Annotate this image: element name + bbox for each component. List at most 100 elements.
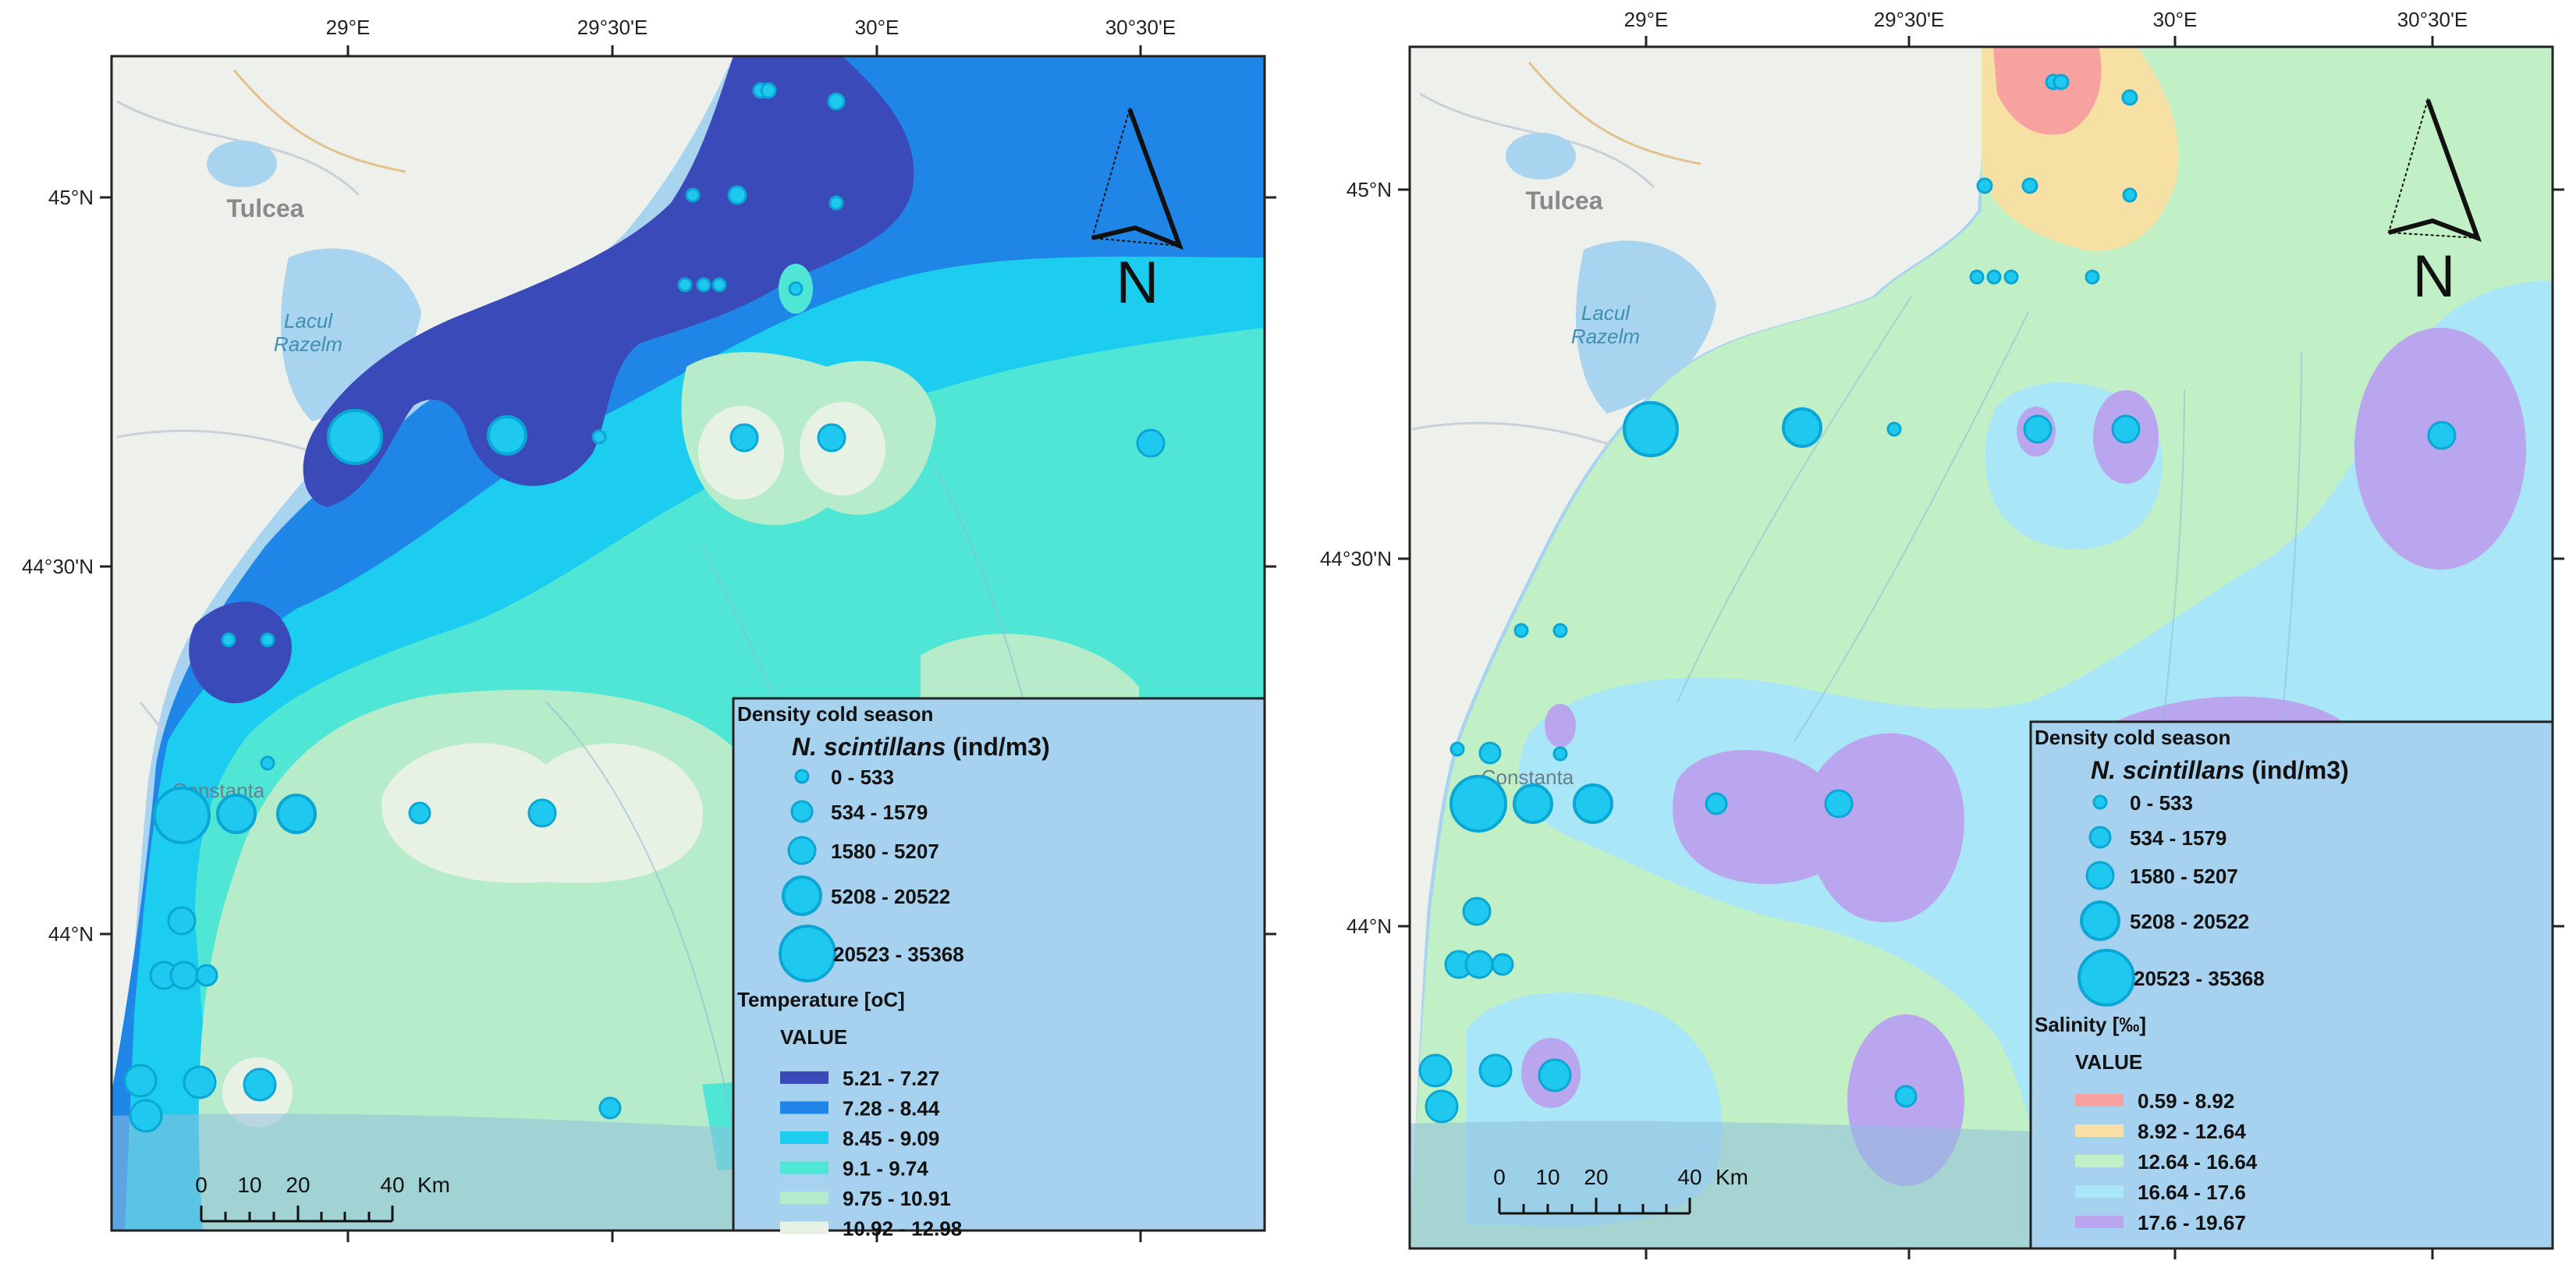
station-marker — [727, 185, 747, 205]
temperature-class-swatch — [780, 1131, 829, 1144]
station-marker — [1418, 1053, 1453, 1088]
temperature-class-label: 9.75 - 10.91 — [843, 1187, 951, 1210]
salinity-class-swatch — [2075, 1124, 2124, 1137]
station-marker — [711, 277, 727, 293]
temperature-zone-5.21-7.27 — [189, 602, 292, 704]
density-class-symbol — [2092, 794, 2108, 810]
station-marker — [1478, 1053, 1513, 1088]
station-marker — [1969, 269, 1985, 285]
station-marker — [1573, 783, 1613, 824]
density-legend-title: Density cold season — [2035, 726, 2230, 749]
station-marker — [169, 961, 199, 990]
scale-unit-label: Km — [1716, 1165, 1748, 1189]
station-marker — [167, 906, 197, 936]
longitude-label-30e: 30°E — [2153, 8, 2198, 31]
temperature-legend-title: Temperature [oC] — [737, 988, 905, 1011]
station-marker — [2053, 73, 2070, 91]
density-legend-species: N. scintillans (ind/m3) — [2091, 756, 2349, 784]
station-marker — [788, 281, 804, 297]
station-marker — [729, 423, 759, 453]
station-marker — [1824, 789, 1854, 819]
density-class-symbol — [2088, 826, 2112, 849]
station-marker — [1136, 428, 1166, 458]
station-marker — [1491, 953, 1514, 976]
salinity-class-swatch — [2075, 1185, 2124, 1198]
density-class-symbol — [794, 769, 810, 784]
station-marker — [1449, 741, 1465, 757]
latitude-label-44-30n: 44°30'N — [1320, 547, 1392, 570]
station-marker — [1623, 401, 1679, 457]
north-arrow: N — [2387, 97, 2482, 310]
density-class-label: 534 - 1579 — [2130, 826, 2227, 850]
road-line — [232, 69, 406, 173]
density-class-label: 20523 - 35368 — [2134, 967, 2265, 990]
temperature-legend-rows: 5.21 - 7.27 7.28 - 8.44 8.45 - 9.09 9.1 - 9… — [780, 1067, 962, 1241]
latitude-label-44n: 44°N — [48, 922, 94, 946]
station-marker — [1464, 950, 1494, 979]
land-area — [1410, 47, 1997, 1248]
density-class-symbol — [787, 836, 817, 865]
temperature-class-swatch — [780, 1192, 829, 1204]
land-area — [112, 56, 733, 1231]
place-label-lake: Razelm — [1571, 325, 1640, 348]
station-marker — [1513, 623, 1529, 638]
temperature-map-panel: 29°E 29°30'E 30°E 30°30'E 45°N 44°30'N 4… — [22, 16, 1276, 1242]
density-class-label: 1580 - 5207 — [831, 840, 939, 863]
north-arrow: N — [1091, 106, 1184, 316]
station-marker — [696, 277, 711, 293]
station-marker — [2121, 89, 2138, 106]
place-label-lake: Lacul — [284, 309, 333, 332]
map-frame — [110, 55, 1266, 1232]
station-marker — [527, 798, 557, 828]
station-marker — [153, 787, 211, 844]
density-class-label: 5208 - 20522 — [831, 885, 950, 908]
salinity-map-legend: Density cold season N. scintillans (ind/… — [2029, 720, 2554, 1250]
station-marker — [129, 1099, 163, 1133]
density-class-symbol — [782, 875, 822, 916]
station-marker — [1894, 1085, 1918, 1108]
station-marker — [260, 755, 275, 771]
station-marker — [1782, 407, 1822, 448]
deep-sea-shading — [1410, 1121, 2036, 1248]
place-label-lake: Razelm — [274, 332, 342, 356]
station-marker — [487, 415, 527, 456]
salinity-zone-17.6-19.67 — [1545, 704, 1576, 748]
salinity-legend-title: Salinity [‰] — [2035, 1013, 2146, 1036]
station-marker — [1425, 1089, 1459, 1124]
longitude-label-30e: 30°E — [855, 16, 899, 39]
station-marker — [1886, 421, 1902, 437]
density-class-label: 5208 - 20522 — [2130, 910, 2249, 933]
station-marker — [408, 801, 431, 825]
longitude-label-29e: 29°E — [1624, 8, 1669, 31]
salinity-class-swatch — [2075, 1216, 2124, 1228]
station-marker — [760, 82, 777, 99]
station-marker — [260, 632, 275, 648]
lake — [1506, 133, 1576, 179]
station-marker — [817, 423, 846, 453]
station-marker — [829, 195, 844, 211]
station-marker — [216, 794, 257, 834]
place-label-tulcea: Tulcea — [1526, 186, 1603, 215]
temperature-zone-5.21-7.27 — [303, 56, 914, 507]
north-label: N — [2413, 243, 2456, 310]
temperature-class-swatch — [780, 1161, 829, 1174]
station-marker — [2427, 421, 2457, 450]
salinity-legend-value-label: VALUE — [2075, 1050, 2142, 1074]
salinity-zone-17.6-19.67 — [1673, 733, 1964, 922]
density-class-label: 534 - 1579 — [831, 801, 928, 824]
latitude-label-44-30n: 44°30'N — [22, 555, 94, 578]
station-marker — [1462, 897, 1492, 926]
station-marker — [221, 632, 236, 648]
station-marker — [685, 187, 701, 203]
map-frame — [1408, 45, 2554, 1250]
road-line — [1528, 62, 1701, 165]
temperature-class-swatch — [780, 1221, 829, 1234]
density-class-label: 0 - 533 — [831, 765, 894, 789]
station-marker — [677, 277, 693, 293]
salinity-class-swatch — [2075, 1094, 2124, 1106]
scale-unit-label: Km — [417, 1173, 450, 1197]
station-marker — [195, 964, 218, 987]
latitude-label-45n: 45°N — [48, 186, 94, 209]
scale-tick-label: 40 — [380, 1173, 404, 1197]
